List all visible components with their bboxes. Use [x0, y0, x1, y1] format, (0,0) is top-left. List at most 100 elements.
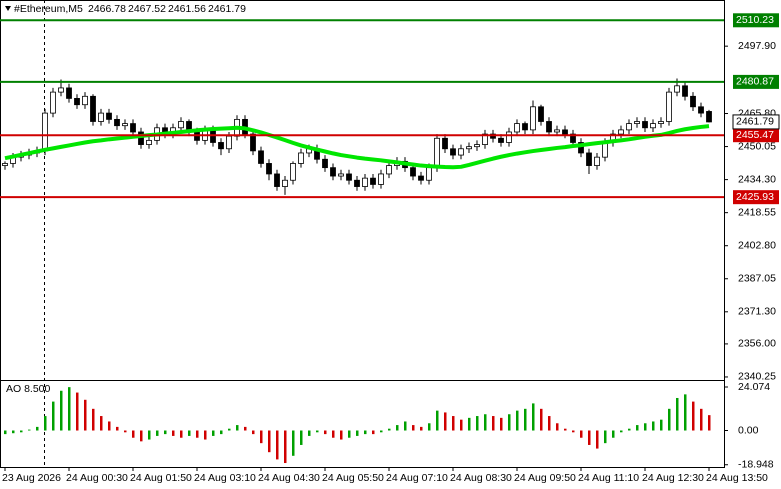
ao-pane [4, 387, 711, 464]
ao-bar [180, 430, 183, 438]
ao-bar [452, 416, 455, 431]
candle-body [522, 123, 528, 131]
candle-body [482, 133, 488, 145]
ao-bar [84, 399, 87, 431]
last-high: 2467.52 [128, 3, 166, 15]
ao-bar [244, 426, 247, 431]
ao-bar [700, 408, 703, 431]
candle-body [250, 133, 256, 152]
ao-bar [524, 408, 527, 431]
ao-bar [188, 430, 191, 436]
candle-body [546, 121, 552, 133]
ao-bar [220, 430, 223, 435]
ao-bar [212, 430, 215, 436]
ao-bar [420, 426, 423, 431]
axes: 2497.902465.802450.052434.302418.552402.… [2, 13, 780, 484]
candle-body [682, 85, 688, 97]
y-tick-label: 2434.30 [738, 173, 776, 185]
last-open: 2466.78 [88, 3, 126, 15]
ao-bar [148, 430, 151, 440]
x-tick-label: 24 Aug 12:30 [642, 472, 704, 484]
candle-body [562, 129, 568, 135]
ao-bar [660, 419, 663, 431]
candle-body [650, 123, 656, 129]
candle-body [106, 112, 112, 120]
candle-body [90, 95, 96, 122]
y-tick-label: 24.074 [738, 381, 770, 393]
x-tick-label: 24 Aug 04:30 [258, 472, 320, 484]
candle-body [474, 144, 480, 148]
x-tick-label: 24 Aug 08:30 [450, 472, 512, 484]
ao-bar [100, 416, 103, 431]
candle-body [418, 175, 424, 181]
ao-bar [460, 419, 463, 431]
ao-bar [604, 430, 607, 444]
plot-frame [0, 0, 725, 468]
ao-bar [116, 426, 119, 431]
candle-body [74, 98, 80, 106]
ao-bar [516, 410, 519, 431]
ao-bar [668, 408, 671, 431]
price-level-label: 2455.47 [736, 129, 774, 141]
candle-body [282, 179, 288, 187]
candle-body [58, 87, 64, 93]
ao-bar [28, 429, 31, 431]
ao-bar [548, 416, 551, 431]
candle-body [122, 123, 128, 127]
candle-body [226, 135, 232, 150]
candle-body [298, 152, 304, 164]
candle-body [434, 137, 440, 169]
ao-bar [572, 430, 575, 433]
ao-bar [4, 430, 7, 435]
candle-body [634, 121, 640, 124]
ao-bar [340, 430, 343, 440]
ao-bar [308, 430, 311, 436]
ao-bar [196, 430, 199, 438]
ao-bar [268, 430, 271, 453]
candle-body [410, 167, 416, 177]
ao-bar [428, 423, 431, 431]
ao-bar [324, 430, 327, 435]
candle-body [370, 177, 376, 185]
candle-body [266, 163, 272, 175]
candle-body [138, 131, 144, 145]
candle-body [98, 112, 104, 122]
ao-bar [484, 414, 487, 431]
candle-body [578, 142, 584, 154]
candle-body [602, 142, 608, 158]
price-level-label: 2480.87 [736, 76, 774, 88]
price-level-label: 2425.93 [736, 191, 774, 203]
ao-bar [644, 423, 647, 431]
symbol: #Ethereum,M5 [14, 3, 83, 15]
ao-bar [36, 426, 39, 431]
candle-body [442, 137, 448, 150]
x-tick-label: 24 Aug 09:50 [514, 472, 576, 484]
y-tick-label: -18.948 [738, 459, 774, 471]
candle-body [658, 121, 664, 124]
ao-bar [492, 416, 495, 431]
x-tick-label: 23 Aug 2026 [2, 472, 61, 484]
y-tick-label: 2450.05 [738, 140, 776, 152]
ao-bar [692, 401, 695, 431]
ao-bar [68, 387, 71, 431]
ao-bar [108, 421, 111, 431]
price-level-tag [733, 128, 779, 143]
ao-bar [284, 430, 287, 464]
y-tick-label: 2371.30 [738, 306, 776, 318]
last-price-tag [732, 114, 780, 130]
candle-body [530, 106, 536, 131]
x-tick-label: 24 Aug 00:30 [66, 472, 128, 484]
ao-bar [636, 425, 639, 431]
ao-bar [140, 430, 143, 442]
y-tick-label: 2340.25 [738, 371, 776, 383]
ao-bar [476, 416, 479, 431]
candle-body [498, 137, 504, 143]
candle-body [386, 165, 392, 175]
ao-bar [500, 417, 503, 431]
ao-bar [252, 430, 255, 435]
ao-bar [372, 430, 375, 435]
candle-body [130, 123, 136, 133]
last-low: 2461.56 [168, 3, 206, 15]
candle-body [586, 152, 592, 166]
candle-body [642, 121, 648, 129]
